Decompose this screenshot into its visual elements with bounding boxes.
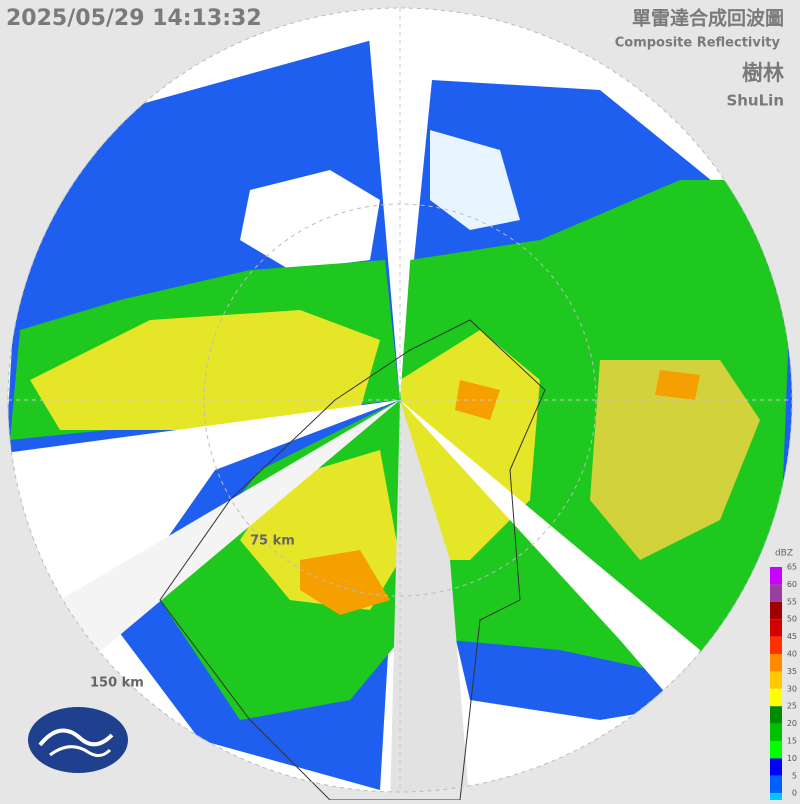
legend-swatch [770, 775, 782, 794]
legend-unit: dBZ [775, 549, 793, 559]
legend-tick: 50 [787, 615, 797, 624]
legend-swatch [770, 567, 782, 585]
legend-tick: 40 [787, 650, 797, 659]
legend-tick: 20 [787, 719, 797, 728]
legend-tick: 5 [792, 771, 797, 780]
legend-swatch [770, 723, 782, 741]
legend-tick: 10 [787, 754, 797, 763]
ring-label: 150 km [90, 676, 144, 691]
station-en: ShuLin [726, 92, 784, 110]
subtitle: Composite Reflectivity [615, 36, 781, 51]
legend-tick: 25 [787, 702, 797, 711]
legend-swatch [770, 671, 782, 689]
coastline [159, 319, 546, 801]
legend-swatch [770, 636, 782, 654]
title: 單雷達合成回波圖 [632, 7, 784, 30]
legend-swatch [770, 706, 782, 724]
legend-tick: 0 [792, 789, 797, 798]
legend-tick: 35 [787, 667, 797, 676]
legend-tick: 45 [787, 632, 797, 641]
timestamp: 2025/05/29 14:13:32 [6, 6, 262, 31]
legend-tick: 60 [787, 580, 797, 589]
legend-swatch [770, 584, 782, 602]
legend-swatch [770, 619, 782, 637]
station: 樹林 [742, 61, 784, 85]
range-ring [7, 7, 793, 793]
legend-tick: 65 [787, 563, 797, 572]
legend-tick: 30 [787, 684, 797, 693]
legend-tick: 55 [787, 597, 797, 606]
legend-swatch [770, 741, 782, 759]
ring-label: 75 km [250, 534, 295, 549]
logo [28, 707, 128, 773]
legend-swatch [770, 601, 782, 620]
legend-swatch [770, 793, 782, 804]
legend-swatch [770, 758, 782, 776]
legend-swatch [770, 654, 782, 672]
legend-tick: 15 [787, 737, 797, 746]
legend-swatch [770, 688, 782, 707]
